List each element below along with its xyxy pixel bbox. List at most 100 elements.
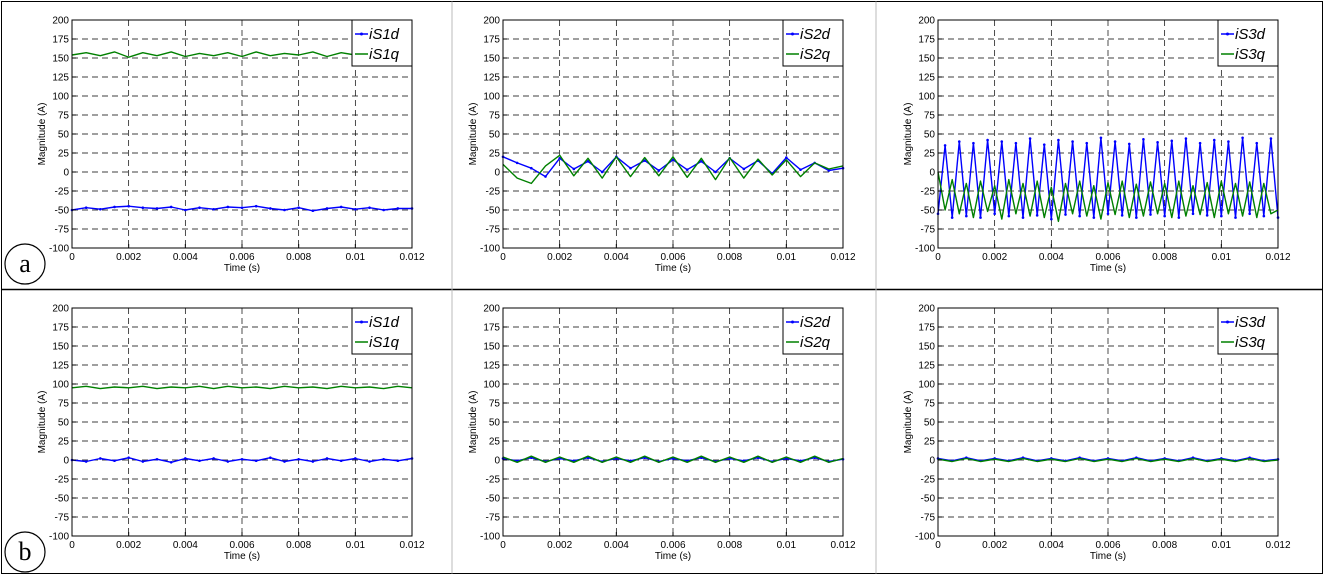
data-point-iS3d	[1042, 143, 1046, 146]
data-point-iS1d	[184, 208, 187, 212]
data-point-iS3d	[1269, 137, 1273, 140]
chart-panel-b-2: 0 0.002 0.004 0.006 0.008 0.01 0.012 -100 -75 -50…	[468, 304, 856, 563]
data-point-iS3d	[1220, 214, 1223, 218]
series-line-iS3q	[937, 457, 1279, 463]
data-point-iS3d	[1135, 216, 1138, 219]
data-point-iS3d	[1227, 140, 1230, 143]
x-tick-label: 0.004	[173, 252, 198, 263]
x-tick-label: 0.002	[547, 252, 572, 263]
data-point-iS3d	[965, 214, 968, 218]
data-point-iS2d	[600, 170, 604, 174]
y-tick-label: 0	[494, 456, 500, 467]
data-point-iS3d	[1106, 212, 1110, 216]
data-point-iS1d	[325, 457, 329, 460]
data-point-iS1d	[169, 205, 173, 209]
x-tick-label: 0.008	[717, 540, 742, 551]
legend-box	[1217, 307, 1279, 355]
series-line-iS2q	[502, 455, 844, 463]
legend-label-iS2q: iS2q	[800, 334, 831, 351]
x-tick-label: 0.002	[982, 540, 1007, 551]
data-point-iS1d	[226, 460, 230, 463]
data-point-iS1d	[396, 459, 400, 463]
data-point-iS1d	[368, 460, 371, 463]
data-point-iS3d	[1007, 214, 1011, 218]
legend-label-iS3q: iS3q	[1235, 46, 1266, 63]
chart-panel-a-2: 0 0.002 0.004 0.006 0.008 0.01 0.012 -100 -75 -50…	[468, 16, 856, 275]
x-tick-label: 0.006	[660, 252, 685, 263]
legend-box	[1217, 19, 1279, 67]
x-tick-label: 0.002	[547, 540, 572, 551]
y-axis-label: Magnitude (A)	[903, 103, 914, 166]
legend: iS2d iS2q	[782, 19, 844, 67]
data-point-iS1d	[269, 207, 272, 210]
data-point-iS2d	[643, 159, 646, 162]
x-tick-label: 0.008	[1152, 252, 1177, 263]
data-point-iS1d	[325, 207, 329, 210]
y-tick-label: 200	[918, 304, 935, 315]
chart-panel-b-1: 0 0.002 0.004 0.006 0.008 0.01 0.012 -100 -75 -50…	[37, 304, 425, 563]
legend-marker-iS1d	[360, 320, 363, 324]
series-line-iS3q	[937, 171, 1279, 223]
y-tick-label: 25	[924, 149, 936, 160]
data-point-iS1d	[354, 207, 357, 211]
x-tick-label: 0.012	[399, 540, 424, 551]
row-badge-b	[4, 531, 46, 573]
data-point-iS1d	[113, 205, 116, 209]
y-tick-label: 75	[924, 111, 936, 122]
y-tick-label: -75	[486, 513, 501, 524]
data-point-iS1d	[339, 205, 343, 209]
y-tick-label: 125	[918, 361, 935, 372]
y-tick-label: 75	[924, 399, 936, 410]
data-point-iS1d	[84, 206, 88, 210]
y-tick-label: 75	[58, 399, 70, 410]
x-tick-label: 0.01	[777, 252, 797, 263]
chart-panel-a-3: 0 0.002 0.004 0.006 0.008 0.01 0.012 -100 -75 -50…	[903, 16, 1291, 275]
x-tick-label: 0.008	[286, 540, 311, 551]
data-point-iS2d	[572, 167, 576, 171]
legend: iS1d iS1q	[351, 19, 413, 67]
data-point-iS1d	[169, 460, 173, 464]
y-tick-label: 200	[918, 16, 935, 27]
data-point-iS3d	[1078, 214, 1081, 218]
data-point-iS2d	[586, 160, 590, 163]
data-point-iS3d	[1021, 216, 1025, 219]
data-point-iS1d	[382, 457, 385, 461]
x-tick-label: 0.012	[830, 540, 855, 551]
series-line-iS1q	[71, 385, 413, 390]
y-axis-label: Magnitude (A)	[468, 391, 479, 454]
y-tick-label: -75	[55, 225, 70, 236]
legend-label-iS2d: iS2d	[800, 314, 831, 331]
y-tick-label: 100	[918, 92, 935, 103]
data-point-iS3d	[972, 141, 975, 145]
data-point-iS1d	[354, 457, 357, 460]
data-point-iS1d	[297, 457, 300, 461]
data-point-iS3d	[1170, 139, 1174, 143]
x-axis-label: Time (s)	[1090, 551, 1126, 562]
y-tick-label: 75	[489, 399, 501, 410]
y-tick-label: 175	[52, 35, 69, 46]
data-point-iS2d	[714, 170, 717, 174]
data-point-iS1d	[368, 206, 371, 210]
data-point-iS2d	[558, 157, 561, 160]
y-tick-label: -25	[486, 187, 501, 198]
data-point-iS1d	[283, 460, 286, 463]
x-tick-label: 0.002	[982, 252, 1007, 263]
x-axis-label: Time (s)	[224, 263, 260, 274]
x-tick-label: 0.006	[1095, 540, 1120, 551]
y-tick-label: -25	[486, 475, 501, 486]
legend-box	[351, 307, 413, 355]
y-tick-label: 100	[52, 92, 69, 103]
legend-label-iS2d: iS2d	[800, 26, 831, 43]
data-point-iS3d	[1255, 141, 1259, 145]
data-point-iS1d	[269, 456, 272, 460]
data-point-iS3d	[1028, 137, 1032, 140]
legend-label-iS1d: iS1d	[369, 314, 400, 331]
data-point-iS1d	[99, 207, 102, 211]
data-point-iS3d	[1262, 214, 1266, 218]
data-point-iS3d	[1234, 216, 1237, 219]
data-point-iS2d	[799, 168, 802, 172]
data-point-iS3d	[1191, 212, 1195, 216]
chart-panel-a-1: 0 0.002 0.004 0.006 0.008 0.01 0.012 -100 -75 -50…	[37, 16, 425, 275]
